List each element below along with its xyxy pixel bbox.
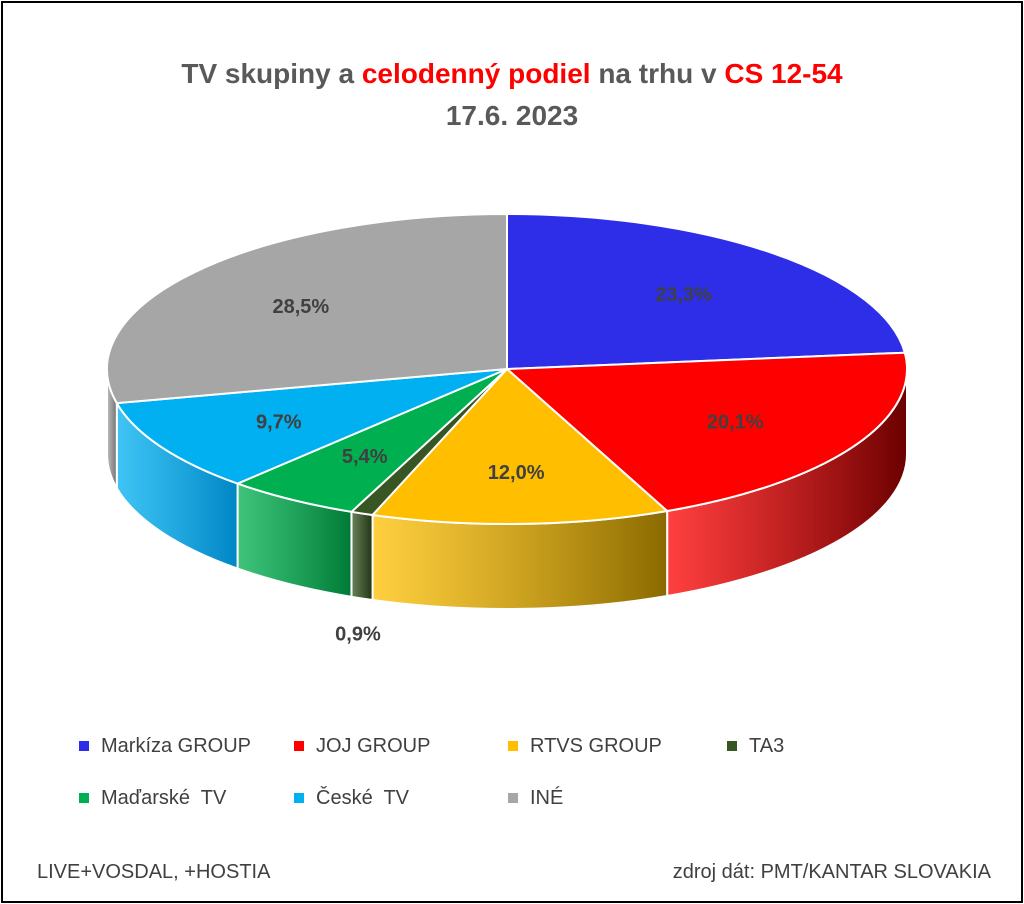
legend-item-madarske-tv: Maďarské TV	[79, 787, 294, 810]
legend-label: Maďarské TV	[101, 786, 227, 809]
legend-item-ta3: TA3	[727, 735, 867, 758]
legend-swatch	[508, 793, 518, 803]
data-label-ceske-tv: 9,7%	[256, 411, 302, 433]
legend-item-markiza-group: Markíza GROUP	[79, 735, 294, 758]
chart-title: TV skupiny a celodenný podiel na trhu v …	[3, 53, 1021, 137]
title-highlight-1: celodenný podiel	[361, 58, 591, 89]
data-label-ta3: 0,9%	[335, 623, 381, 645]
data-label-ine: 28,5%	[272, 296, 329, 318]
footer-note: LIVE+VOSDAL, +HOSTIA	[37, 861, 271, 883]
title-line-1: TV skupiny a celodenný podiel na trhu v …	[3, 53, 1021, 95]
chart-legend: Markíza GROUP JOJ GROUP RTVS GROUP TA3 Maďar…	[79, 728, 979, 832]
legend-row: Maďarské TV České TV INÉ	[79, 780, 979, 816]
title-date: 17.6. 2023	[445, 100, 579, 131]
pie-sides	[106, 368, 908, 610]
data-label-markiza-group: 23,3%	[655, 284, 712, 306]
pie-chart: 23,3% 20,1% 12,0% 0,9% 5,4% 9,7% 28,5%	[106, 213, 908, 645]
slice-joj-group	[506, 351, 908, 513]
legend-label: Markíza GROUP	[101, 734, 252, 757]
legend-swatch	[727, 741, 737, 751]
legend-label: INÉ	[530, 786, 564, 809]
legend-label: RTVS GROUP	[530, 734, 662, 757]
data-label-joj-group: 20,1%	[707, 411, 764, 433]
title-part-3: na trhu v	[590, 58, 725, 89]
legend-swatch	[294, 793, 304, 803]
slice-markiza-group	[506, 213, 906, 370]
pie-top	[106, 213, 908, 525]
title-part-1: TV skupiny a	[181, 58, 362, 89]
legend-swatch	[508, 741, 518, 751]
footer-source: zdroj dát: PMT/KANTAR SLOVAKIA	[672, 861, 991, 883]
slice-rtvs-group	[371, 368, 669, 525]
legend-row: Markíza GROUP JOJ GROUP RTVS GROUP TA3	[79, 728, 979, 764]
slice-madarske-tv	[236, 368, 508, 513]
legend-item-joj-group: JOJ GROUP	[294, 735, 508, 758]
slice-ceske-tv	[115, 368, 508, 485]
legend-swatch	[294, 741, 304, 751]
side-ta3	[350, 510, 374, 602]
legend-item-rtvs-group: RTVS GROUP	[508, 735, 727, 758]
legend-label: TA3	[749, 734, 785, 757]
legend-label: JOJ GROUP	[316, 734, 431, 757]
legend-item-ine: INÉ	[508, 787, 727, 810]
pie-labels: 23,3% 20,1% 12,0% 0,9% 5,4% 9,7% 28,5%	[256, 284, 764, 645]
data-label-madarske-tv: 5,4%	[342, 446, 388, 468]
legend-swatch	[79, 741, 89, 751]
data-label-rtvs-group: 12,0%	[488, 462, 545, 484]
title-highlight-2: CS 12-54	[724, 58, 843, 89]
legend-swatch	[79, 793, 89, 803]
legend-item-ceske-tv: České TV	[294, 787, 508, 810]
side-rtvs-group	[371, 509, 669, 610]
legend-label: České TV	[316, 786, 409, 809]
slice-ine	[106, 213, 508, 405]
